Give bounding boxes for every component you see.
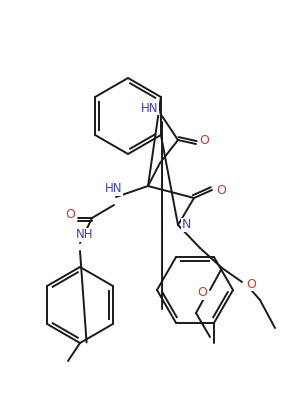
Text: HN: HN — [141, 101, 159, 115]
Text: N: N — [181, 219, 191, 231]
Text: O: O — [199, 134, 209, 148]
Text: NH: NH — [76, 229, 94, 241]
Text: O: O — [246, 277, 256, 290]
Text: O: O — [197, 286, 207, 300]
Text: O: O — [216, 184, 226, 196]
Text: O: O — [65, 209, 75, 221]
Text: HN: HN — [105, 182, 123, 196]
